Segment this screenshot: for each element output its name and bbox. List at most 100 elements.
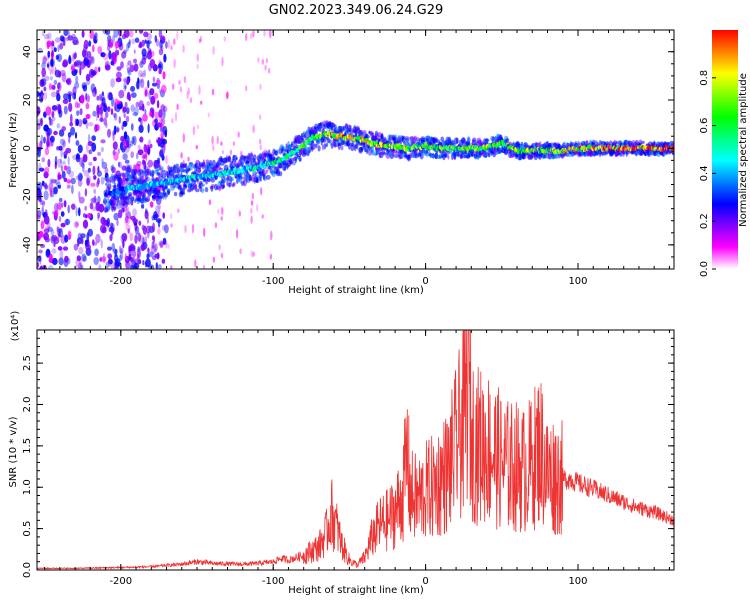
heatmap-noise-cell — [82, 117, 88, 125]
heatmap-noise-cell — [47, 140, 51, 149]
heatmap-noise-cell — [110, 78, 115, 88]
heatmap-noise-cell — [51, 257, 58, 266]
heatmap-halo-cell — [382, 152, 387, 156]
heatmap-noise-cell — [37, 181, 43, 192]
heatmap-noise-cell — [121, 165, 127, 171]
heatmap-noise-cell — [137, 232, 142, 242]
heatmap-noise-cell — [50, 187, 53, 197]
heatmap-noise-cell — [50, 58, 54, 67]
heatmap-halo-cell — [188, 181, 191, 188]
heatmap-noise-cell — [155, 79, 161, 85]
heatmap-noise-cell — [108, 258, 113, 265]
heatmap-noise-cell — [88, 122, 94, 127]
heatmap-halo-cell — [148, 191, 152, 197]
heatmap-noise-cell — [107, 253, 113, 260]
heatmap-noise-cell — [100, 176, 105, 185]
heatmap-noise-cell — [42, 30, 45, 37]
heatmap-noise-cell — [77, 144, 83, 154]
heatmap-noise-cell — [164, 224, 169, 234]
heatmap-halo-cell — [425, 149, 429, 154]
y-tick-label: 1.0 — [22, 479, 33, 495]
heatmap-noise-cell — [54, 209, 59, 217]
heatmap-noise-cell — [40, 264, 44, 269]
spectrogram-y-label: Frequency (Hz) — [8, 112, 19, 188]
heatmap-noise-cell — [41, 206, 44, 216]
colorbar-tick-label: 0.6 — [699, 118, 710, 134]
heatmap-noise-cell — [123, 30, 130, 38]
y-tick-label: 2.0 — [22, 397, 33, 413]
heatmap-noise-cell — [220, 141, 223, 146]
heatmap-noise-cell — [194, 259, 197, 268]
heatmap-noise-cell — [159, 39, 163, 50]
heatmap-noise-cell — [177, 208, 180, 213]
heatmap-noise-cell — [77, 240, 80, 247]
heatmap-noise-cell — [122, 106, 126, 114]
heatmap-noise-cell — [149, 111, 153, 117]
heatmap-noise-cell — [108, 50, 112, 60]
heatmap-noise-cell — [250, 215, 253, 224]
heatmap-noise-cell — [198, 85, 201, 95]
heatmap-noise-cell — [47, 60, 51, 71]
heatmap-noise-cell — [97, 165, 100, 174]
heatmap-noise-cell — [41, 157, 45, 163]
heatmap-noise-cell — [62, 98, 69, 104]
heatmap-noise-cell — [136, 248, 141, 258]
heatmap-noise-cell — [229, 149, 233, 156]
heatmap-halo-cell — [274, 150, 279, 156]
heatmap-noise-cell — [41, 201, 46, 208]
heatmap-noise-cell — [55, 103, 62, 111]
heatmap-noise-cell — [45, 106, 52, 116]
heatmap-noise-cell — [81, 30, 85, 38]
y-tick-label: 40 — [22, 45, 33, 58]
heatmap-noise-cell — [161, 84, 167, 94]
heatmap-noise-cell — [113, 125, 117, 135]
heatmap-noise-cell — [149, 143, 153, 149]
heatmap-noise-cell — [154, 35, 157, 43]
heatmap-noise-cell — [78, 262, 83, 269]
heatmap-noise-cell — [79, 174, 83, 180]
heatmap-noise-cell — [138, 124, 144, 133]
heatmap-noise-cell — [162, 237, 167, 245]
heatmap-noise-cell — [75, 154, 81, 163]
heatmap-noise-cell — [139, 136, 144, 143]
heatmap-noise-cell — [82, 162, 85, 173]
heatmap-halo-cell — [406, 138, 410, 144]
heatmap-noise-cell — [163, 143, 166, 151]
heatmap-noise-cell — [39, 265, 44, 269]
heatmap-halo-cell — [107, 183, 112, 190]
heatmap-noise-cell — [105, 111, 109, 119]
heatmap-noise-cell — [55, 54, 60, 60]
heatmap-noise-cell — [156, 122, 162, 128]
heatmap-noise-cell — [58, 129, 65, 137]
heatmap-halo-cell — [116, 174, 121, 181]
heatmap-noise-cell — [62, 160, 66, 166]
heatmap-noise-cell — [58, 197, 63, 203]
heatmap-noise-cell — [179, 86, 183, 93]
heatmap-noise-cell — [132, 218, 138, 224]
heatmap-halo-cell — [227, 155, 231, 162]
heatmap-noise-cell — [238, 210, 241, 217]
colorbar-tick-label: 0.4 — [699, 165, 710, 181]
heatmap-noise-cell — [147, 247, 150, 253]
heatmap-noise-cell — [63, 30, 69, 37]
heatmap-noise-cell — [112, 131, 115, 142]
heatmap-noise-cell — [144, 210, 149, 220]
heatmap-noise-cell — [50, 135, 55, 143]
heatmap-noise-cell — [71, 203, 76, 210]
heatmap-noise-cell — [88, 149, 93, 155]
heatmap-noise-cell — [125, 211, 128, 217]
heatmap-noise-cell — [73, 243, 79, 251]
heatmap-halo-cell — [471, 151, 474, 158]
heatmap-noise-cell — [102, 252, 106, 261]
heatmap-noise-cell — [43, 136, 46, 144]
heatmap-halo-cell — [204, 187, 209, 193]
heatmap-noise-cell — [120, 135, 125, 142]
heatmap-noise-cell — [85, 175, 92, 184]
heatmap-noise-cell — [92, 44, 95, 53]
heatmap-noise-cell — [162, 212, 165, 219]
heatmap-noise-cell — [158, 30, 163, 39]
heatmap-halo-cell — [321, 144, 324, 151]
heatmap-halo-cell — [220, 182, 223, 187]
heatmap-noise-cell — [63, 93, 69, 100]
heatmap-noise-cell — [178, 80, 181, 85]
